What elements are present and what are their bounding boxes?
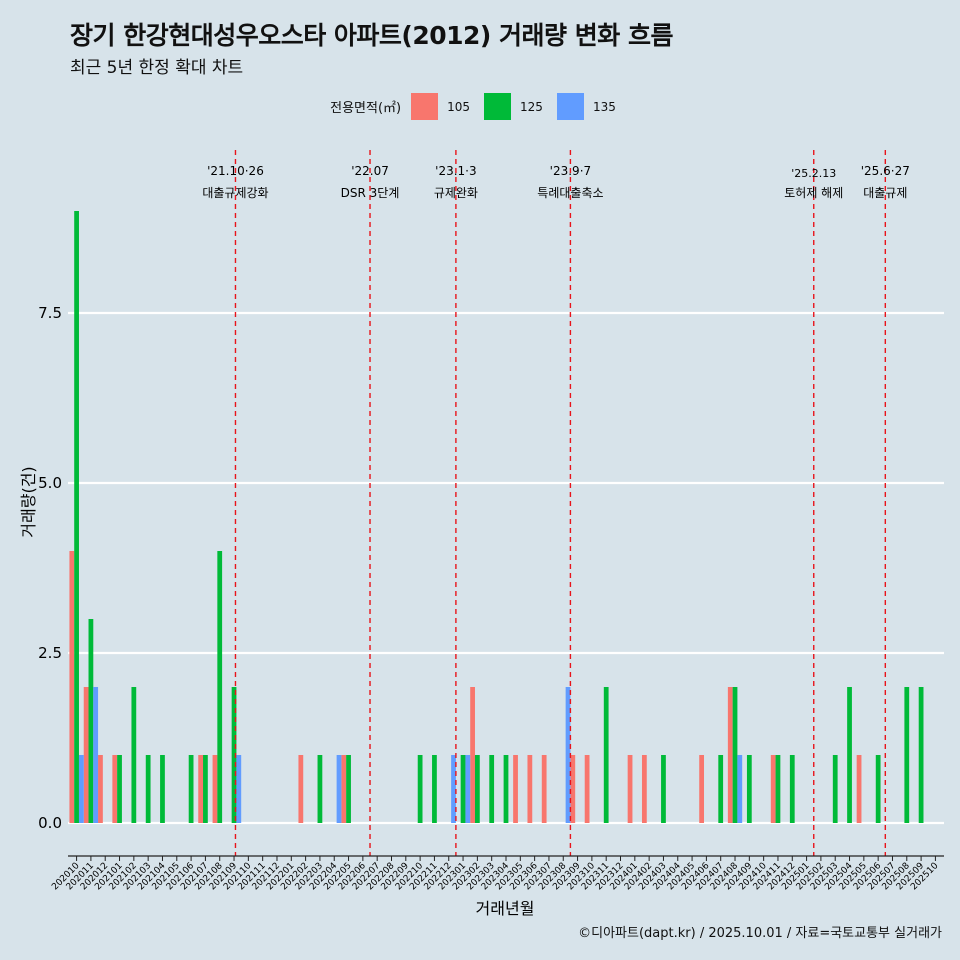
bar-135-202308 [565,687,571,823]
annotation-date: '25.6·27 [861,164,910,178]
bar-105-202406 [699,755,705,823]
bar-125-202109 [231,687,237,823]
caption: ©디아파트(dapt.kr) / 2025.10.01 / 자료=국토교통부 실… [578,926,942,941]
chart-title: 장기 한강현대성우오스타 아파트(2012) 거래량 변화 흐름 [70,21,673,50]
bar-125-202411 [775,755,781,823]
bar-105-202302 [470,687,475,823]
bar-135-202301 [465,755,471,823]
legend-label-125: 125 [520,99,543,114]
chart-subtitle: 최근 5년 한정 확대 차트 [70,58,244,78]
bar-125-202407 [718,755,724,823]
bar-105-202306 [527,755,533,823]
legend-label-105: 105 [447,99,471,114]
bar-135-202204 [336,755,342,823]
bar-125-202504 [847,687,852,823]
bar-125-202205 [346,755,351,823]
bar-125-202101 [117,755,122,823]
bar-125-202210 [417,755,423,823]
y-tick-label: 7.5 [38,304,62,322]
bar-105-202310 [584,755,590,823]
annotation-date: '21.10·26 [207,164,264,178]
annotation-date: '23.1·3 [435,164,476,178]
annotation-label: 토허제 해제 [784,186,843,200]
x-axis: 2020102020112020122021012021022021032021… [50,855,944,892]
bar-135-202408 [737,755,743,823]
bar-125-202211 [432,755,437,823]
bar-105-202012 [98,755,103,823]
bar-105-202010 [69,551,75,823]
bar-105-202411 [770,755,776,823]
annotation-date: '25.2.13 [791,167,836,180]
bar-105-202307 [541,755,547,823]
annotation-date: '23.9·7 [550,164,591,178]
bar-125-202303 [489,755,495,823]
bar-125-202304 [503,755,509,823]
gridlines [68,311,944,825]
bar-135-202109 [236,755,242,823]
bar-125-202011 [88,619,94,823]
legend-item-105: 105 [411,93,476,120]
legend-item-135: 135 [556,93,622,120]
bar-105-202108 [212,755,218,823]
bar-125-202107 [203,755,208,823]
bar-125-202104 [160,755,165,823]
y-axis-title: 거래량(건) [19,466,38,537]
bar-125-202503 [832,755,838,823]
bar-135-202010 [78,755,84,823]
bar-105-202408 [727,687,733,823]
annotation-label: 특례대출축소 [537,186,603,200]
annotation-date: '22.07 [351,164,389,178]
annotation-label: 규제완화 [434,186,478,200]
bar-125-202506 [875,755,881,823]
legend-title: 전용면적(㎡) [330,101,402,116]
x-axis-title: 거래년월 [476,899,535,918]
bar-125-202408 [732,687,738,823]
bar-125-202409 [746,755,752,823]
bar-125-202010 [74,211,79,823]
legend-item-125: 125 [484,93,549,120]
bar-125-202311 [603,687,609,823]
bar-125-202108 [217,551,223,823]
bar-125-202412 [789,755,795,823]
bar-105-202107 [198,755,204,823]
bar-125-202508 [904,687,910,823]
y-tick-label: 5.0 [38,474,62,492]
bar-125-202102 [131,687,137,823]
bar-105-202305 [513,755,518,823]
bar-125-202509 [918,687,924,823]
legend-swatch-105 [411,93,439,120]
bar-125-202301 [460,755,466,823]
bar-105-202401 [627,755,633,823]
bar-105-202309 [570,755,576,823]
annotation-label: 대출규제강화 [202,186,268,200]
bar-105-202202 [298,755,304,823]
legend-swatch-135 [556,93,584,120]
y-tick-label: 0.0 [38,814,62,832]
bar-105-202505 [856,755,862,823]
bar-135-202011 [93,687,99,823]
bar-105-202011 [83,687,89,823]
bar-125-202106 [188,755,194,823]
annotation-label: DSR 3단계 [341,186,400,200]
legend-swatch-125 [484,93,512,120]
bar-135-202212 [451,755,456,823]
bar-105-202101 [112,755,118,823]
y-tick-label: 2.5 [38,644,62,662]
bar-125-202103 [145,755,151,823]
bar-125-202203 [317,755,323,823]
y-axis: 0.0 2.5 5.0 7.5 [38,304,62,832]
bar-105-202205 [341,755,347,823]
bar-125-202403 [661,755,666,823]
legend: 전용면적(㎡) 105 125 135 [0,93,960,120]
bar-125-202302 [474,755,480,823]
annotation-label: 대출규제 [863,186,907,200]
legend-label-135: 135 [592,99,616,114]
annotations: '21.10·26 대출규제강화 '22.07 DSR 3단계 '23.1·3 규제완화 '… [202,164,910,200]
bars [69,211,924,823]
event-lines [234,150,887,856]
bar-105-202402 [641,755,647,823]
